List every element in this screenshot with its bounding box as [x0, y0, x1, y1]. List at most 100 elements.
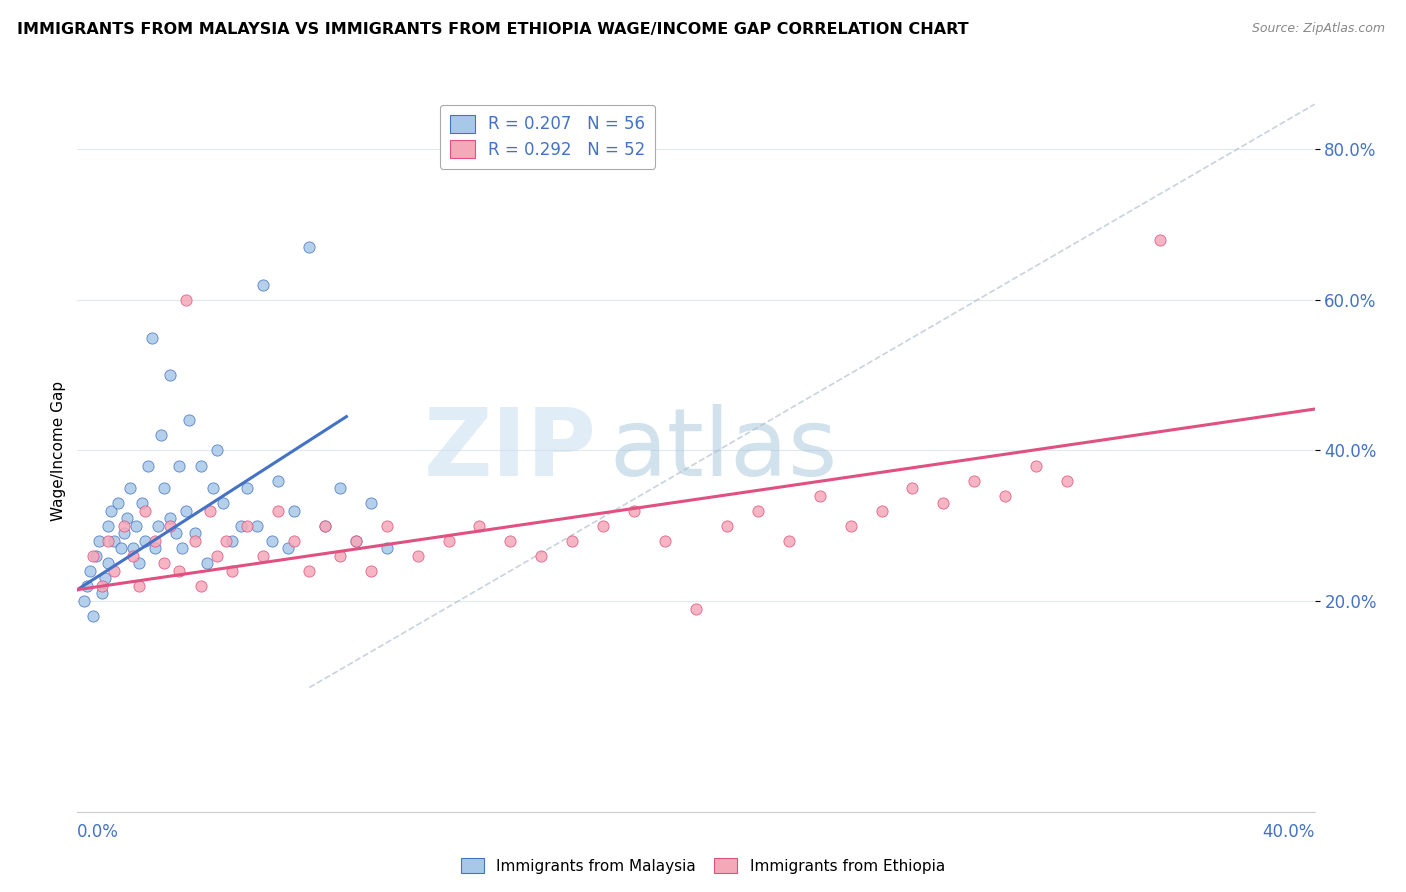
Point — [159, 511, 181, 525]
Point — [134, 533, 156, 548]
Point — [91, 579, 114, 593]
Point — [267, 474, 290, 488]
Point — [221, 564, 243, 578]
Point — [195, 557, 218, 571]
Point — [122, 541, 145, 556]
Point — [994, 489, 1017, 503]
Point — [82, 609, 104, 624]
Point — [153, 481, 176, 495]
Point — [375, 518, 398, 533]
Point — [344, 533, 367, 548]
Point — [76, 579, 98, 593]
Point — [314, 518, 336, 533]
Point — [205, 443, 228, 458]
Point — [246, 518, 269, 533]
Point — [298, 240, 321, 254]
Point — [901, 481, 924, 495]
Point — [141, 330, 163, 344]
Point — [808, 489, 831, 503]
Point — [149, 428, 172, 442]
Text: IMMIGRANTS FROM MALAYSIA VS IMMIGRANTS FROM ETHIOPIA WAGE/INCOME GAP CORRELATION: IMMIGRANTS FROM MALAYSIA VS IMMIGRANTS F… — [17, 22, 969, 37]
Text: Source: ZipAtlas.com: Source: ZipAtlas.com — [1251, 22, 1385, 36]
Text: atlas: atlas — [609, 404, 838, 497]
Text: 0.0%: 0.0% — [77, 823, 120, 841]
Point — [128, 557, 150, 571]
Point — [134, 503, 156, 517]
Point — [344, 533, 367, 548]
Point — [1149, 233, 1171, 247]
Point — [252, 549, 274, 563]
Point — [174, 293, 197, 307]
Point — [1025, 458, 1047, 473]
Point — [360, 564, 382, 578]
Point — [143, 541, 166, 556]
Point — [262, 533, 284, 548]
Point — [236, 518, 259, 533]
Point — [215, 533, 238, 548]
Point — [839, 518, 862, 533]
Point — [190, 458, 212, 473]
Point — [221, 533, 243, 548]
Point — [252, 277, 274, 292]
Point — [143, 533, 166, 548]
Point — [110, 541, 132, 556]
Point — [103, 564, 125, 578]
Point — [128, 579, 150, 593]
Point — [468, 518, 491, 533]
Point — [107, 496, 129, 510]
Point — [153, 557, 176, 571]
Point — [91, 586, 114, 600]
Text: ZIP: ZIP — [425, 404, 598, 497]
Point — [87, 533, 110, 548]
Point — [159, 368, 181, 383]
Point — [1056, 474, 1078, 488]
Point — [499, 533, 522, 548]
Point — [200, 503, 222, 517]
Point — [94, 571, 117, 585]
Point — [172, 541, 194, 556]
Point — [747, 503, 769, 517]
Point — [267, 503, 290, 517]
Point — [360, 496, 382, 510]
Y-axis label: Wage/Income Gap: Wage/Income Gap — [51, 380, 66, 521]
Point — [561, 533, 583, 548]
Point — [778, 533, 800, 548]
Point — [122, 549, 145, 563]
Point — [211, 496, 233, 510]
Point — [97, 533, 120, 548]
Point — [118, 481, 141, 495]
Point — [177, 413, 200, 427]
Point — [329, 549, 352, 563]
Point — [97, 557, 120, 571]
Point — [169, 458, 191, 473]
Point — [202, 481, 225, 495]
Point — [174, 503, 197, 517]
Point — [406, 549, 429, 563]
Point — [190, 579, 212, 593]
Point — [654, 533, 676, 548]
Point — [112, 518, 135, 533]
Point — [314, 518, 336, 533]
Point — [184, 533, 207, 548]
Point — [932, 496, 955, 510]
Point — [159, 518, 181, 533]
Point — [231, 518, 253, 533]
Point — [963, 474, 986, 488]
Legend: R = 0.207   N = 56, R = 0.292   N = 52: R = 0.207 N = 56, R = 0.292 N = 52 — [440, 104, 655, 169]
Point — [298, 564, 321, 578]
Point — [169, 564, 191, 578]
Point — [437, 533, 460, 548]
Point — [623, 503, 645, 517]
Point — [131, 496, 153, 510]
Point — [112, 526, 135, 541]
Point — [100, 503, 122, 517]
Point — [184, 526, 207, 541]
Point — [236, 481, 259, 495]
Point — [125, 518, 148, 533]
Text: 40.0%: 40.0% — [1263, 823, 1315, 841]
Point — [716, 518, 738, 533]
Point — [97, 518, 120, 533]
Point — [79, 564, 101, 578]
Point — [146, 518, 169, 533]
Point — [530, 549, 553, 563]
